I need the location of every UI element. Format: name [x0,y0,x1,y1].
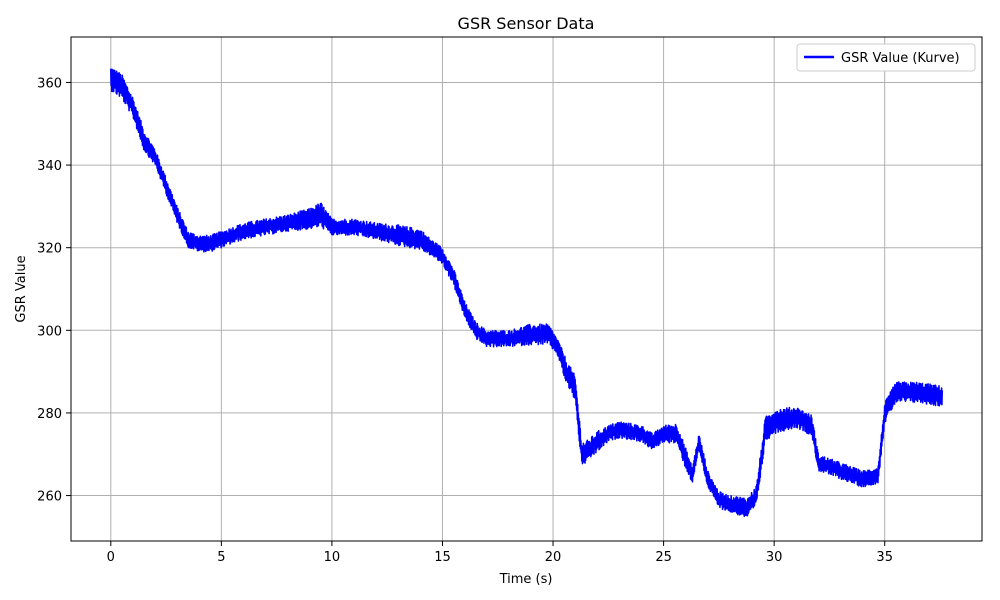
y-axis-label: GSR Value [14,255,29,322]
y-tick-label: 320 [37,242,62,257]
x-tick-label: 10 [324,550,341,565]
ticks-layer: 0 5 10 15 20 25 30 35 260 280 300 320 340 360 [37,76,893,565]
y-tick-label: 360 [37,76,62,91]
y-tick-label: 260 [37,490,62,505]
series-layer [110,68,943,518]
x-axis-label: Time (s) [499,572,553,587]
axes-layer [70,36,983,542]
y-tick-label: 340 [37,159,62,174]
x-tick-label: 5 [217,550,225,565]
series-line [110,68,943,518]
chart-title: GSR Sensor Data [458,14,595,33]
legend: GSR Value (Kurve) [796,43,976,72]
legend-label: GSR Value (Kurve) [841,51,960,66]
x-tick-label: 35 [876,550,893,565]
x-tick-label: 0 [107,550,115,565]
x-tick-label: 30 [766,550,783,565]
y-tick-label: 280 [37,407,62,422]
x-tick-label: 15 [434,550,451,565]
x-tick-label: 20 [545,550,562,565]
plot-frame [70,36,983,542]
y-tick-label: 300 [37,324,62,339]
legend-box [796,43,976,72]
x-tick-label: 25 [655,550,672,565]
grid-layer [71,37,982,541]
